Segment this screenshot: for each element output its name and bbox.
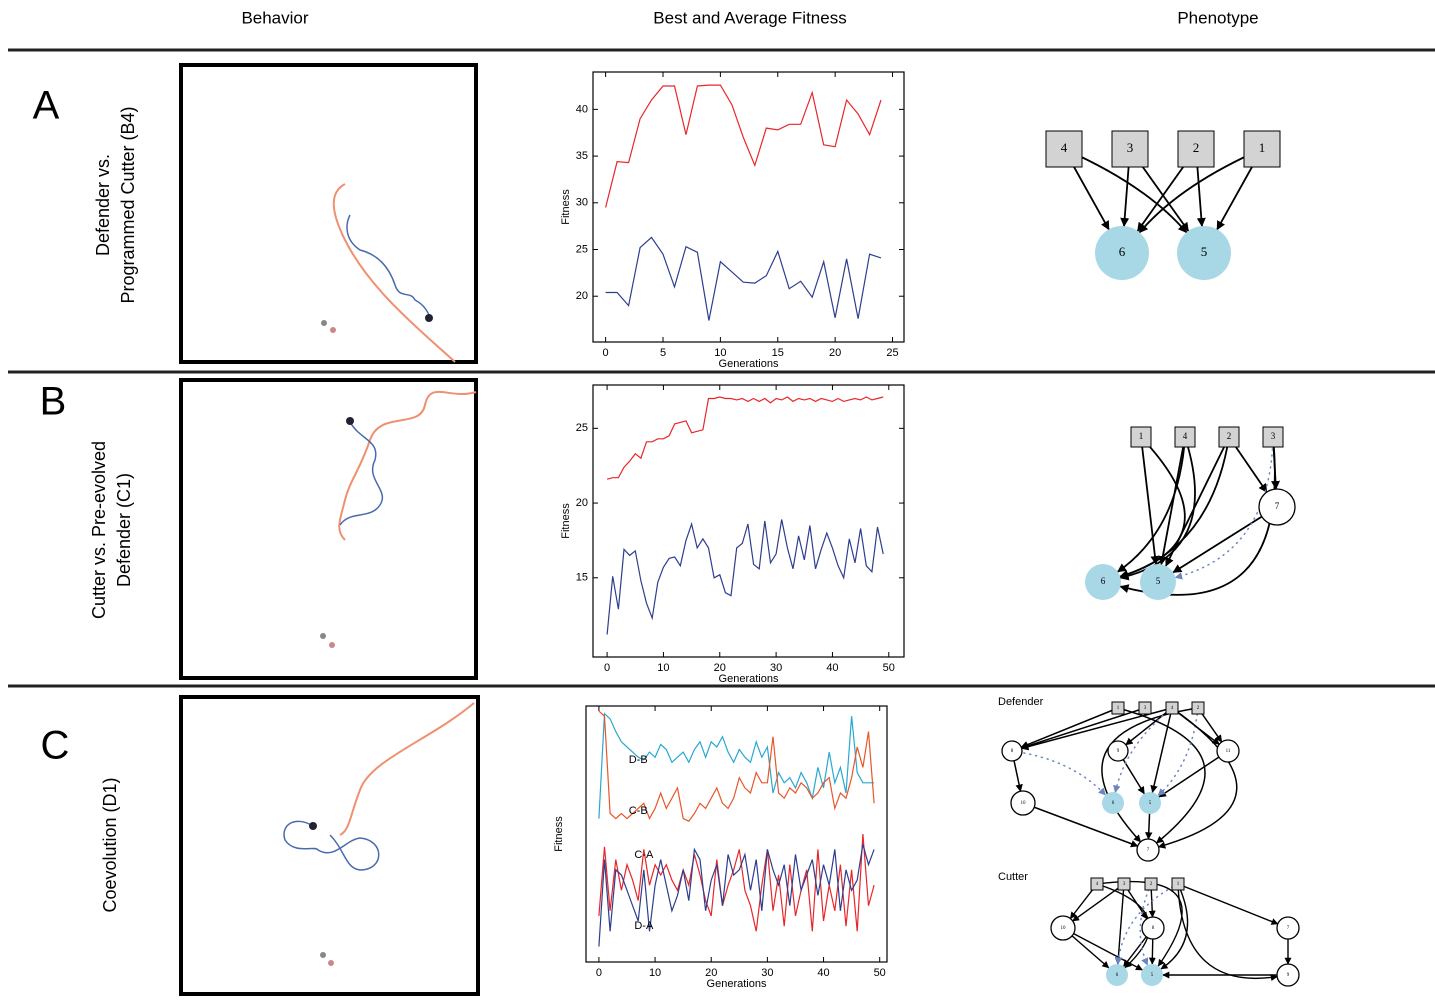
series-line xyxy=(599,714,874,819)
node-label: 7 xyxy=(1275,501,1280,511)
graph-edge xyxy=(1063,928,1142,970)
x-tick-label: 40 xyxy=(817,967,829,979)
x-axis-label: Generations xyxy=(719,358,779,370)
x-tick-label: 10 xyxy=(649,967,661,979)
y-tick-label: 20 xyxy=(576,290,588,302)
x-tick-label: 20 xyxy=(829,347,841,359)
graph-edge xyxy=(1021,708,1118,747)
node-label: 3 xyxy=(1127,140,1134,155)
graph-edge xyxy=(1158,708,1198,796)
series-annotation: D-A xyxy=(634,920,654,932)
figure: Behavior Best and Average Fitness Phenot… xyxy=(0,0,1435,996)
row-letter: B xyxy=(40,380,67,424)
node-label: 2 xyxy=(1227,431,1232,441)
column-header: Behavior xyxy=(241,8,308,27)
y-axis-label: Fitness xyxy=(560,189,572,225)
x-axis-label: Generations xyxy=(707,978,767,990)
y-axis-label: Fitness xyxy=(553,816,565,852)
x-tick-label: 0 xyxy=(603,347,609,359)
graph-edge xyxy=(1161,437,1185,564)
y-tick-label: 20 xyxy=(576,497,588,509)
x-tick-label: 40 xyxy=(826,662,838,674)
graph-edge xyxy=(1159,751,1228,797)
row-labels: Defender vs. Programmed Cutter (B4) Cutt… xyxy=(89,106,138,912)
row-label: Cutter vs. Pre-evolved xyxy=(89,441,109,619)
y-tick-label: 25 xyxy=(576,243,588,255)
plot-frame xyxy=(586,706,887,962)
graph-title: Cutter xyxy=(998,871,1028,883)
node-label: 3 xyxy=(1271,431,1276,441)
graph-edge xyxy=(1118,884,1124,964)
y-tick-label: 35 xyxy=(576,150,588,162)
column-header: Best and Average Fitness xyxy=(653,8,846,27)
graph-edge xyxy=(1012,751,1105,795)
node-label: 4 xyxy=(1061,140,1068,155)
x-tick-label: 25 xyxy=(886,347,898,359)
node-label: 4 xyxy=(1183,431,1188,441)
graph-edge xyxy=(1141,437,1156,564)
x-tick-label: 0 xyxy=(604,662,610,674)
y-axis-label: Fitness xyxy=(560,503,572,539)
row-letter: A xyxy=(33,84,60,128)
row-label: Defender vs. xyxy=(93,154,113,256)
graph-edge xyxy=(1022,708,1145,748)
series-annotation: D-B xyxy=(629,754,648,766)
y-tick-label: 40 xyxy=(576,103,588,115)
series-annotation: C-A xyxy=(634,849,654,861)
node-label: 10 xyxy=(1061,926,1067,931)
node-label: 5 xyxy=(1156,576,1161,586)
y-tick-label: 25 xyxy=(576,422,588,434)
x-tick-label: 10 xyxy=(657,662,669,674)
node-label: 1 xyxy=(1139,431,1144,441)
series-annotation: C-B xyxy=(629,805,648,817)
graph-title: Defender xyxy=(998,696,1044,708)
column-header: Phenotype xyxy=(1177,8,1258,27)
behavior-panels xyxy=(181,65,478,994)
row-label: Defender (C1) xyxy=(114,473,134,587)
node-label: 10 xyxy=(1021,801,1027,806)
x-tick-label: 0 xyxy=(596,967,602,979)
plot-frame xyxy=(593,385,904,657)
graph-edge xyxy=(1166,437,1229,566)
x-tick-label: 50 xyxy=(874,967,886,979)
row-letter: C xyxy=(41,724,70,768)
graph-edge xyxy=(1178,884,1277,978)
series-line xyxy=(607,520,883,635)
graph-edge xyxy=(1120,437,1185,577)
series-line xyxy=(607,397,883,479)
node-label: 6 xyxy=(1119,244,1126,259)
series-line xyxy=(606,237,881,320)
x-tick-label: 50 xyxy=(883,662,895,674)
node-label: 5 xyxy=(1201,244,1208,259)
x-tick-label: 5 xyxy=(660,347,666,359)
node-label: 1 xyxy=(1259,140,1266,155)
row-label: Coevolution (D1) xyxy=(100,777,120,912)
node-label: 11 xyxy=(1226,749,1231,754)
y-tick-label: 15 xyxy=(576,572,588,584)
node-label: 6 xyxy=(1101,576,1106,586)
row-label: Programmed Cutter (B4) xyxy=(118,106,138,303)
graph-edge xyxy=(1118,437,1185,572)
node-label: 2 xyxy=(1193,140,1200,155)
y-tick-label: 30 xyxy=(576,197,588,209)
series-line xyxy=(606,85,881,207)
x-axis-label: Generations xyxy=(719,673,779,685)
graph-edge xyxy=(1178,884,1278,924)
